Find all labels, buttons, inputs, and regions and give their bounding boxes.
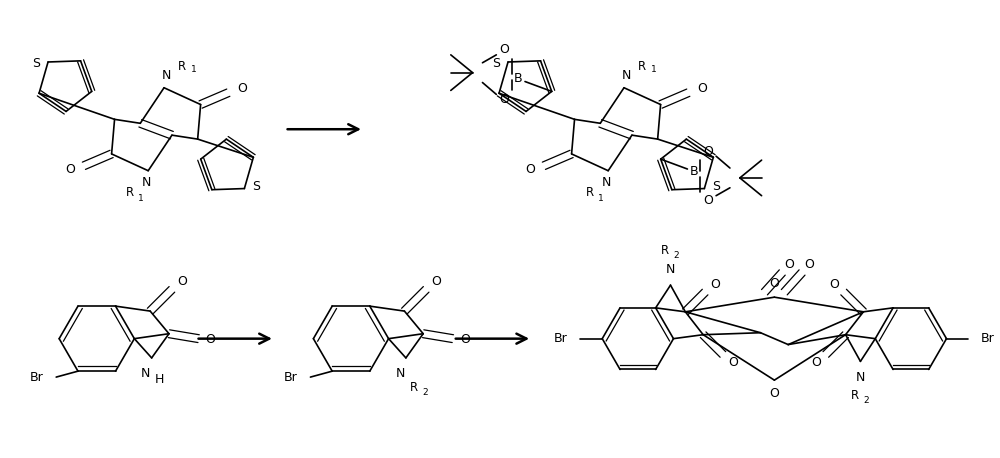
Text: Br: Br [554,332,568,345]
Text: S: S [492,57,500,71]
Text: Br: Br [981,332,995,345]
Text: O: O [460,333,470,346]
Text: R: R [661,244,669,257]
Text: S: S [32,57,40,71]
Text: O: O [703,145,713,158]
Text: 1: 1 [138,194,144,203]
Text: O: O [728,356,738,369]
Text: 1: 1 [651,65,657,75]
Text: Br: Br [284,371,298,384]
Text: B: B [514,72,522,85]
Text: 2: 2 [864,396,869,405]
Text: R: R [126,186,134,199]
Text: N: N [141,367,150,380]
Text: N: N [161,69,171,82]
Text: O: O [811,356,821,369]
Text: O: O [431,275,441,288]
Text: O: O [829,278,839,291]
Text: O: O [206,333,215,346]
Text: O: O [525,163,535,176]
Text: S: S [252,180,260,193]
Text: R: R [178,60,186,72]
Text: N: N [395,367,405,380]
Text: R: R [410,381,418,394]
Text: O: O [769,277,779,290]
Text: N: N [621,69,631,82]
Text: O: O [697,82,707,95]
Text: N: N [856,371,865,384]
Text: R: R [638,60,646,72]
Text: O: O [65,163,75,176]
Text: 2: 2 [674,251,679,260]
Text: O: O [769,387,779,400]
Text: N: N [142,176,151,189]
Text: O: O [237,82,247,95]
Text: N: N [666,263,675,276]
Text: O: O [499,44,509,56]
Text: O: O [177,275,187,288]
Text: 1: 1 [598,194,604,203]
Text: O: O [804,258,814,271]
Text: Br: Br [30,371,43,384]
Text: H: H [155,373,164,386]
Text: O: O [499,93,509,106]
Text: R: R [850,389,859,403]
Text: B: B [690,165,699,179]
Text: S: S [712,180,720,193]
Text: 1: 1 [191,65,197,75]
Text: O: O [710,278,720,291]
Text: N: N [602,176,611,189]
Text: 2: 2 [423,388,428,397]
Text: O: O [784,258,794,271]
Text: O: O [703,194,713,207]
Text: R: R [586,186,594,199]
